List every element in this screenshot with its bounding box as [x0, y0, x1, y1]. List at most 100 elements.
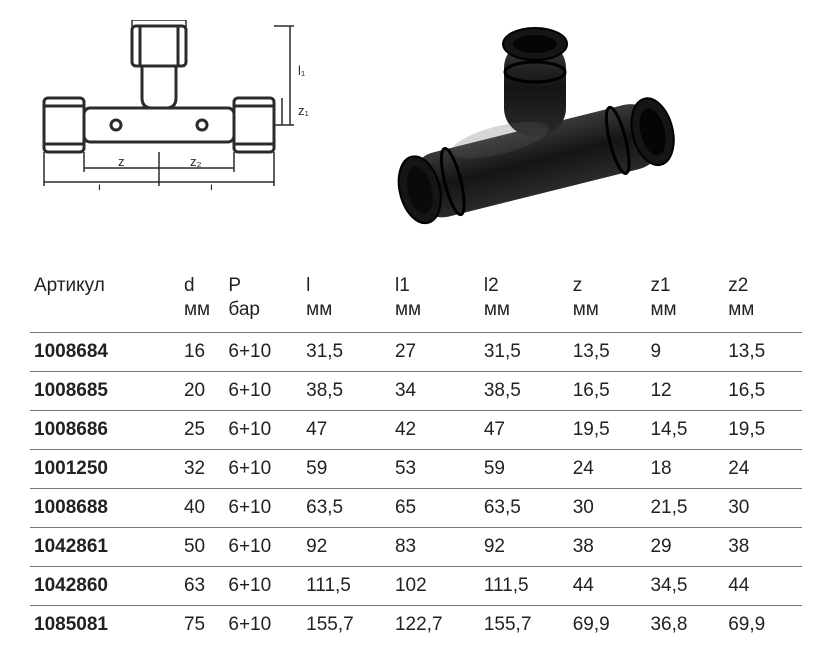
value-cell: 63,5: [302, 488, 391, 527]
images-row: d l₁ z₁ z z₂ l l₂: [30, 20, 802, 240]
table-body: 1008684166+1031,52731,513,5913,510086852…: [30, 332, 802, 644]
value-cell: 111,5: [302, 566, 391, 605]
table-row: 1085081756+10155,7122,7155,769,936,869,9: [30, 605, 802, 644]
column-label: l2: [484, 274, 565, 298]
column-label: P: [228, 274, 298, 298]
value-cell: 92: [302, 527, 391, 566]
column-unit: мм: [728, 298, 798, 322]
column-header: dмм: [180, 270, 224, 332]
value-cell: 6+10: [224, 527, 302, 566]
table-row: 1008686256+1047424719,514,519,5: [30, 410, 802, 449]
column-unit: мм: [573, 298, 643, 322]
dim-l-label: l: [98, 182, 101, 190]
value-cell: 122,7: [391, 605, 480, 644]
value-cell: 38,5: [302, 371, 391, 410]
column-unit: мм: [184, 298, 220, 322]
column-label: l1: [395, 274, 476, 298]
table-row: 1042860636+10111,5102111,54434,544: [30, 566, 802, 605]
value-cell: 63,5: [480, 488, 569, 527]
value-cell: 63: [180, 566, 224, 605]
value-cell: 16,5: [569, 371, 647, 410]
value-cell: 31,5: [302, 332, 391, 371]
column-header: l1мм: [391, 270, 480, 332]
value-cell: 6+10: [224, 371, 302, 410]
column-header: zмм: [569, 270, 647, 332]
column-label: z1: [650, 274, 720, 298]
value-cell: 34,5: [646, 566, 724, 605]
dim-l1-label: l₁: [298, 63, 306, 78]
value-cell: 24: [724, 449, 802, 488]
column-label: z2: [728, 274, 798, 298]
value-cell: 111,5: [480, 566, 569, 605]
column-header: l2мм: [480, 270, 569, 332]
column-header: z1мм: [646, 270, 724, 332]
column-unit: бар: [228, 298, 298, 322]
column-unit: мм: [306, 298, 387, 322]
value-cell: 102: [391, 566, 480, 605]
article-cell: 1001250: [30, 449, 180, 488]
article-cell: 1042861: [30, 527, 180, 566]
value-cell: 47: [302, 410, 391, 449]
value-cell: 27: [391, 332, 480, 371]
value-cell: 19,5: [724, 410, 802, 449]
article-cell: 1085081: [30, 605, 180, 644]
value-cell: 44: [569, 566, 647, 605]
table-row: 1008688406+1063,56563,53021,530: [30, 488, 802, 527]
value-cell: 6+10: [224, 488, 302, 527]
value-cell: 44: [724, 566, 802, 605]
dim-z2-label: z₂: [190, 154, 202, 169]
article-cell: 1008684: [30, 332, 180, 371]
value-cell: 19,5: [569, 410, 647, 449]
column-unit: мм: [484, 298, 565, 322]
value-cell: 59: [480, 449, 569, 488]
value-cell: 21,5: [646, 488, 724, 527]
table-row: 1008684166+1031,52731,513,5913,5: [30, 332, 802, 371]
specs-table: АртикулdммPбарlммl1ммl2ммzммz1ммz2мм 100…: [30, 270, 802, 644]
value-cell: 34: [391, 371, 480, 410]
value-cell: 155,7: [480, 605, 569, 644]
value-cell: 16: [180, 332, 224, 371]
value-cell: 6+10: [224, 605, 302, 644]
value-cell: 38: [724, 527, 802, 566]
column-header: Pбар: [224, 270, 302, 332]
table-row: 1008685206+1038,53438,516,51216,5: [30, 371, 802, 410]
article-cell: 1008685: [30, 371, 180, 410]
value-cell: 75: [180, 605, 224, 644]
column-label: Артикул: [34, 274, 176, 298]
value-cell: 65: [391, 488, 480, 527]
column-label: d: [184, 274, 220, 298]
value-cell: 53: [391, 449, 480, 488]
value-cell: 50: [180, 527, 224, 566]
value-cell: 6+10: [224, 410, 302, 449]
value-cell: 38,5: [480, 371, 569, 410]
value-cell: 155,7: [302, 605, 391, 644]
value-cell: 92: [480, 527, 569, 566]
column-label: l: [306, 274, 387, 298]
value-cell: 9: [646, 332, 724, 371]
column-header: z2мм: [724, 270, 802, 332]
table-header: АртикулdммPбарlммl1ммl2ммzммz1ммz2мм: [30, 270, 802, 332]
value-cell: 36,8: [646, 605, 724, 644]
value-cell: 47: [480, 410, 569, 449]
table-row: 1042861506+10928392382938: [30, 527, 802, 566]
dim-d-label: d: [154, 20, 161, 22]
value-cell: 59: [302, 449, 391, 488]
article-cell: 1008686: [30, 410, 180, 449]
column-unit: мм: [395, 298, 476, 322]
dim-l2-label: l₂: [210, 182, 218, 190]
dim-z1-label: z₁: [298, 103, 310, 118]
value-cell: 6+10: [224, 449, 302, 488]
value-cell: 24: [569, 449, 647, 488]
value-cell: 6+10: [224, 332, 302, 371]
value-cell: 13,5: [724, 332, 802, 371]
value-cell: 42: [391, 410, 480, 449]
value-cell: 14,5: [646, 410, 724, 449]
value-cell: 30: [569, 488, 647, 527]
value-cell: 32: [180, 449, 224, 488]
value-cell: 16,5: [724, 371, 802, 410]
table-row: 1001250326+10595359241824: [30, 449, 802, 488]
value-cell: 12: [646, 371, 724, 410]
value-cell: 31,5: [480, 332, 569, 371]
technical-drawing-icon: d l₁ z₁ z z₂ l l₂: [30, 20, 320, 190]
value-cell: 13,5: [569, 332, 647, 371]
